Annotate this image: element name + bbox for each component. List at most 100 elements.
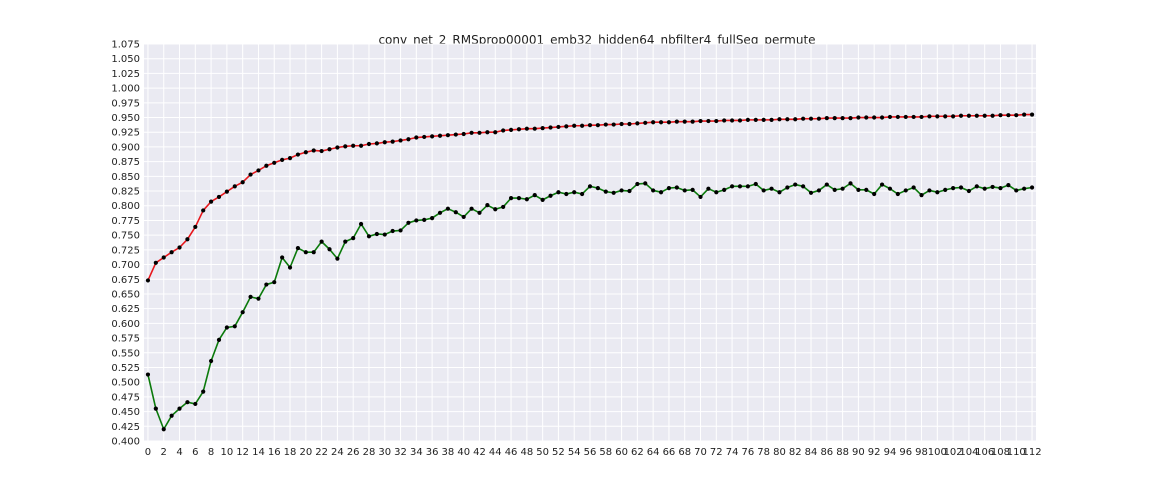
series-2-point: [422, 217, 427, 222]
series-1-point: [493, 130, 498, 135]
series-1-point: [674, 119, 679, 124]
series-2-point: [169, 413, 174, 418]
x-tick-label: 36: [426, 447, 439, 458]
series-1-point: [540, 126, 545, 131]
x-tick-label: 50: [536, 447, 549, 458]
y-tick-label: 0.925: [111, 128, 140, 139]
series-1-point: [816, 116, 822, 121]
series-2-point: [982, 186, 987, 191]
x-tick-label: 0: [145, 447, 151, 458]
x-tick-label: 32: [394, 447, 407, 458]
y-tick-label: 0.425: [111, 422, 140, 433]
series-1-point: [974, 113, 979, 118]
x-tick-label: 12: [236, 447, 249, 458]
series-2-point: [272, 280, 277, 285]
series-1-point: [161, 255, 166, 260]
series-2-point: [919, 193, 924, 198]
x-tick-label: 96: [899, 447, 912, 458]
y-tick-label: 0.825: [111, 187, 140, 198]
series-2-point: [516, 195, 522, 201]
series-1-point: [832, 116, 837, 121]
y-tick-label: 0.600: [111, 319, 140, 330]
series-1-point: [548, 125, 553, 130]
series-2-point: [729, 184, 735, 189]
series-2-point: [540, 197, 545, 202]
series-2-point: [635, 181, 640, 187]
series-2-point: [769, 186, 774, 191]
x-tick-label: 94: [884, 447, 897, 458]
series-1-point: [595, 123, 600, 128]
series-2-point: [185, 400, 190, 405]
series-2-point: [485, 203, 490, 208]
series-2-point: [469, 206, 474, 211]
series-1-point: [651, 120, 656, 125]
y-tick-label: 0.500: [111, 378, 140, 389]
series-2-point: [216, 337, 222, 342]
series-2-point: [224, 325, 229, 330]
series-2-point: [287, 265, 293, 270]
x-tick-label: 10: [221, 447, 234, 458]
series-2-point: [382, 232, 387, 237]
series-1-point: [477, 130, 482, 135]
series-1-point: [935, 114, 940, 119]
series-1-point: [706, 118, 711, 124]
series-2-point: [887, 186, 893, 191]
series-2-point: [674, 185, 679, 190]
series-1-point: [422, 134, 427, 140]
series-1-point: [224, 189, 229, 194]
series-1-point: [895, 114, 900, 120]
series-2-point: [943, 187, 948, 192]
series-2-point: [153, 406, 158, 411]
x-tick-label: 22: [315, 447, 328, 458]
series-1-point: [635, 121, 640, 126]
series-1-point: [280, 157, 285, 162]
series-2-point: [595, 185, 600, 191]
series-1-point: [682, 119, 687, 124]
series-2-point: [501, 204, 506, 210]
series-1-point: [390, 139, 395, 144]
series-2-point: [864, 187, 869, 192]
series-2-point: [280, 255, 285, 260]
x-tick-label: 48: [520, 447, 533, 458]
series-1-point: [193, 224, 198, 230]
x-tick-label: 62: [631, 447, 644, 458]
x-tick-label: 16: [268, 447, 281, 458]
x-tick-label: 20: [299, 447, 312, 458]
series-1-point: [524, 126, 529, 131]
series-2-point: [990, 184, 995, 190]
series-1-point: [785, 117, 790, 122]
series-1-point: [927, 114, 932, 119]
series-1-point: [469, 130, 474, 135]
series-2-point: [327, 247, 332, 252]
series-2-point: [785, 185, 790, 190]
series-1-point: [603, 122, 608, 127]
series-1-point: [753, 117, 758, 122]
series-2-point: [911, 185, 916, 190]
series-1-point: [903, 114, 908, 120]
series-2-point: [556, 190, 561, 195]
x-tick-label: 86: [820, 447, 833, 458]
series-2-point: [951, 185, 956, 191]
x-tick-label: 54: [568, 447, 581, 458]
series-1-point: [864, 115, 869, 120]
series-1-point: [335, 145, 340, 150]
series-1-point: [808, 116, 814, 121]
series-1-point: [358, 143, 364, 148]
series-1-point: [272, 160, 277, 165]
series-1-point: [256, 168, 261, 173]
series-2-point: [453, 210, 458, 215]
series-1-point: [745, 117, 750, 122]
series-1-point: [501, 128, 506, 133]
x-tick-label: 100: [928, 447, 947, 458]
y-tick-label: 0.625: [111, 304, 140, 315]
series-1-point: [761, 117, 766, 122]
x-tick-label: 24: [331, 447, 344, 458]
series-1-point: [911, 114, 916, 120]
series-2-point: [366, 234, 372, 239]
series-2-point: [374, 231, 379, 237]
series-1-point: [887, 114, 893, 120]
series-1-point: [398, 138, 403, 143]
series-1-point: [437, 133, 443, 138]
series-2-point: [390, 228, 395, 234]
y-tick-label: 0.725: [111, 245, 140, 256]
